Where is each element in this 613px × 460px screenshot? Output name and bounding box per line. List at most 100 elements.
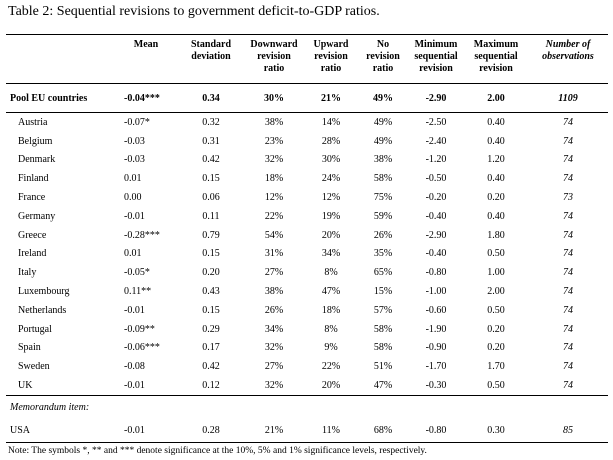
table-row: Netherlands -0.01 0.15 26% 18% 57% -0.60 0.50 74 [6, 301, 608, 320]
table-row: Finland 0.01 0.15 18% 24% 58% -0.50 0.40 74 [6, 169, 608, 188]
cell-max: 0.40 [487, 116, 505, 128]
cell-mean: -0.03 [124, 135, 145, 147]
cell-no: 58% [373, 173, 393, 185]
cell-obs: 73 [563, 192, 573, 204]
pool-up: 21% [304, 83, 358, 113]
cell-max: 0.20 [487, 342, 505, 354]
usa-min: -0.80 [408, 419, 464, 443]
cell-min: -0.60 [425, 304, 447, 316]
table-row: Luxembourg 0.11** 0.43 38% 47% 15% -1.00 2.00 74 [6, 282, 608, 301]
cell-min: -2.50 [425, 116, 447, 128]
cell-obs: 74 [563, 380, 573, 392]
cell-no: 47% [373, 380, 393, 392]
cell-min: -2.40 [425, 135, 447, 147]
cell-down: 27% [264, 267, 284, 279]
footnote: Note: The symbols *, ** and *** denote s… [8, 446, 427, 456]
cell-no: 58% [373, 342, 393, 354]
header-downward: Downward revision ratio [244, 34, 304, 84]
cell-down: 31% [264, 248, 284, 260]
header-min: Minimum sequential revision [408, 34, 464, 84]
cell-up: 8% [324, 267, 338, 279]
cell-name: Italy [18, 267, 37, 279]
cell-name: Greece [18, 229, 47, 241]
cell-std: 0.17 [202, 342, 220, 354]
cell-obs: 74 [563, 248, 573, 260]
cell-min: -1.00 [425, 286, 447, 298]
cell-max: 0.50 [487, 248, 505, 260]
cell-obs: 74 [563, 286, 573, 298]
cell-mean: -0.07* [124, 116, 150, 128]
cell-no: 58% [373, 323, 393, 335]
header-mean: Mean [114, 34, 178, 84]
cell-mean: 0.00 [124, 192, 142, 204]
cell-up: 24% [321, 173, 341, 185]
memorandum-label: Memorandum item: [6, 394, 608, 420]
cell-std: 0.11 [202, 210, 220, 222]
cell-no: 35% [373, 248, 393, 260]
cell-mean: -0.01 [124, 210, 145, 222]
cell-down: 54% [264, 229, 284, 241]
revisions-table: Mean Standard deviation Downward revision r… [6, 34, 608, 443]
cell-obs: 74 [563, 135, 573, 147]
cell-std: 0.15 [202, 248, 220, 260]
cell-std: 0.29 [202, 323, 220, 335]
cell-min: -0.40 [425, 248, 447, 260]
usa-row: USA -0.01 0.28 21% 11% 68% -0.80 0.30 85 [6, 419, 608, 443]
cell-name: UK [18, 380, 33, 392]
cell-up: 19% [321, 210, 341, 222]
usa-obs: 85 [528, 419, 608, 443]
table-row: Greece -0.28*** 0.79 54% 20% 26% -2.90 1.80 74 [6, 226, 608, 245]
cell-up: 30% [321, 154, 341, 166]
table-row: Ireland 0.01 0.15 31% 34% 35% -0.40 0.50 74 [6, 245, 608, 264]
usa-no: 68% [358, 419, 408, 443]
cell-min: -1.20 [425, 154, 447, 166]
header-no-revision: No revision ratio [358, 34, 408, 84]
cell-up: 20% [321, 229, 341, 241]
table-row: Italy -0.05* 0.20 27% 8% 65% -0.80 1.00 74 [6, 263, 608, 282]
cell-down: 23% [264, 135, 284, 147]
memorandum-row: Memorandum item: [6, 394, 608, 420]
cell-up: 34% [321, 248, 341, 260]
pool-mean: -0.04*** [114, 83, 178, 113]
cell-std: 0.32 [202, 116, 220, 128]
cell-name: Denmark [18, 154, 56, 166]
table-row: Sweden -0.08 0.42 27% 22% 51% -1.70 1.70 74 [6, 357, 608, 376]
cell-max: 1.20 [487, 154, 505, 166]
cell-mean: -0.08 [124, 361, 145, 373]
pool-obs: 1109 [528, 83, 608, 113]
table-row: Spain -0.06*** 0.17 32% 9% 58% -0.90 0.20 74 [6, 339, 608, 358]
cell-obs: 74 [563, 267, 573, 279]
cell-no: 38% [373, 154, 393, 166]
header-observations: Number of observations [528, 34, 608, 84]
pool-no: 49% [358, 83, 408, 113]
cell-mean: -0.06*** [124, 342, 160, 354]
cell-std: 0.42 [202, 361, 220, 373]
cell-obs: 74 [563, 229, 573, 241]
cell-std: 0.79 [202, 229, 220, 241]
pool-down: 30% [244, 83, 304, 113]
cell-max: 0.20 [487, 192, 505, 204]
cell-obs: 74 [563, 210, 573, 222]
table-row: UK -0.01 0.12 32% 20% 47% -0.30 0.50 74 [6, 376, 608, 395]
header-upward: Upward revision ratio [304, 34, 358, 84]
cell-min: -0.40 [425, 210, 447, 222]
cell-no: 51% [373, 361, 393, 373]
cell-min: -0.20 [425, 192, 447, 204]
cell-max: 0.50 [487, 304, 505, 316]
cell-min: -0.90 [425, 342, 447, 354]
cell-name: Ireland [18, 248, 47, 260]
cell-name: Sweden [18, 361, 50, 373]
cell-up: 20% [321, 380, 341, 392]
usa-mean: -0.01 [114, 419, 178, 443]
cell-name: Germany [18, 210, 56, 222]
cell-std: 0.31 [202, 135, 220, 147]
usa-std: 0.28 [178, 419, 244, 443]
cell-up: 9% [324, 342, 338, 354]
table-row: Austria -0.07* 0.32 38% 14% 49% -2.50 0.40 74 [6, 113, 608, 132]
table-title: Table 2: Sequential revisions to governm… [8, 4, 380, 19]
cell-min: -1.70 [425, 361, 447, 373]
cell-std: 0.12 [202, 380, 220, 392]
cell-max: 0.40 [487, 210, 505, 222]
cell-min: -0.50 [425, 173, 447, 185]
cell-down: 32% [264, 342, 284, 354]
